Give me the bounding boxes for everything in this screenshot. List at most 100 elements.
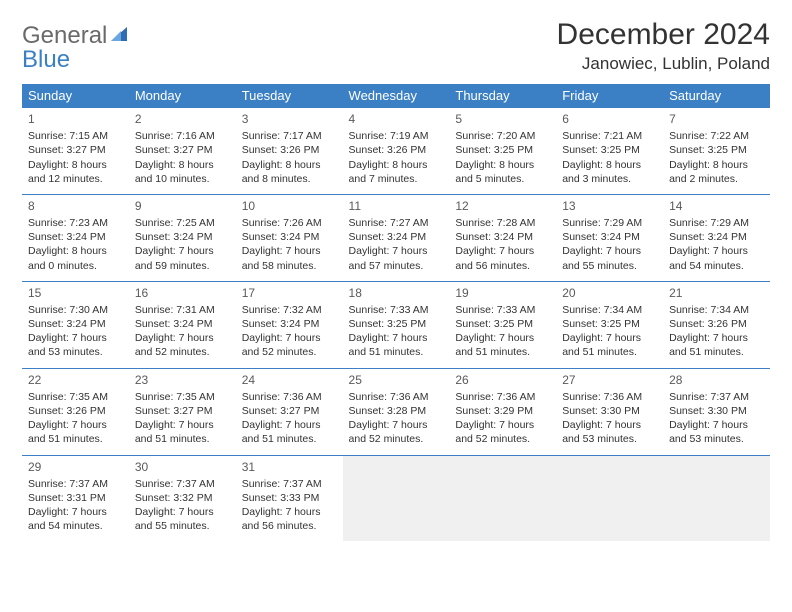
sunset-line: Sunset: 3:27 PM [28,143,123,157]
daylight-line: Daylight: 8 hours and 7 minutes. [349,158,444,186]
sunset-line: Sunset: 3:24 PM [242,230,337,244]
daylight-line: Daylight: 7 hours and 54 minutes. [28,505,123,533]
sunrise-line: Sunrise: 7:37 AM [242,477,337,491]
calendar-day-cell: 2Sunrise: 7:16 AMSunset: 3:27 PMDaylight… [129,108,236,195]
sunrise-line: Sunrise: 7:34 AM [562,303,657,317]
sunrise-line: Sunrise: 7:29 AM [669,216,764,230]
calendar-day-cell: 18Sunrise: 7:33 AMSunset: 3:25 PMDayligh… [343,281,450,368]
sunset-line: Sunset: 3:28 PM [349,404,444,418]
sunset-line: Sunset: 3:24 PM [242,317,337,331]
day-number: 30 [135,459,230,475]
sunrise-line: Sunrise: 7:21 AM [562,129,657,143]
calendar-day-cell: 19Sunrise: 7:33 AMSunset: 3:25 PMDayligh… [449,281,556,368]
sunset-line: Sunset: 3:27 PM [135,143,230,157]
sunset-line: Sunset: 3:25 PM [562,317,657,331]
sunrise-line: Sunrise: 7:23 AM [28,216,123,230]
sunset-line: Sunset: 3:26 PM [669,317,764,331]
sunset-line: Sunset: 3:25 PM [562,143,657,157]
calendar-week-row: 8Sunrise: 7:23 AMSunset: 3:24 PMDaylight… [22,194,770,281]
sunset-line: Sunset: 3:24 PM [562,230,657,244]
daylight-line: Daylight: 7 hours and 51 minutes. [669,331,764,359]
sunset-line: Sunset: 3:24 PM [349,230,444,244]
calendar-week-row: 22Sunrise: 7:35 AMSunset: 3:26 PMDayligh… [22,368,770,455]
daylight-line: Daylight: 8 hours and 8 minutes. [242,158,337,186]
location-label: Janowiec, Lublin, Poland [557,54,770,74]
daylight-line: Daylight: 7 hours and 57 minutes. [349,244,444,272]
daylight-line: Daylight: 7 hours and 51 minutes. [242,418,337,446]
sunrise-line: Sunrise: 7:20 AM [455,129,550,143]
sunset-line: Sunset: 3:26 PM [28,404,123,418]
day-number: 23 [135,372,230,388]
calendar-day-cell: 10Sunrise: 7:26 AMSunset: 3:24 PMDayligh… [236,194,343,281]
day-number: 14 [669,198,764,214]
calendar-day-cell: 30Sunrise: 7:37 AMSunset: 3:32 PMDayligh… [129,455,236,541]
sunset-line: Sunset: 3:25 PM [455,143,550,157]
calendar-table: SundayMondayTuesdayWednesdayThursdayFrid… [22,84,770,541]
day-number: 27 [562,372,657,388]
day-number: 4 [349,111,444,127]
daylight-line: Daylight: 8 hours and 10 minutes. [135,158,230,186]
sunrise-line: Sunrise: 7:27 AM [349,216,444,230]
daylight-line: Daylight: 7 hours and 53 minutes. [562,418,657,446]
daylight-line: Daylight: 7 hours and 51 minutes. [562,331,657,359]
calendar-day-cell: 5Sunrise: 7:20 AMSunset: 3:25 PMDaylight… [449,108,556,195]
calendar-day-cell [663,455,770,541]
calendar-body: 1Sunrise: 7:15 AMSunset: 3:27 PMDaylight… [22,108,770,542]
sunset-line: Sunset: 3:25 PM [349,317,444,331]
sunrise-line: Sunrise: 7:35 AM [135,390,230,404]
day-number: 20 [562,285,657,301]
calendar-day-cell: 25Sunrise: 7:36 AMSunset: 3:28 PMDayligh… [343,368,450,455]
sunrise-line: Sunrise: 7:22 AM [669,129,764,143]
calendar-day-cell: 9Sunrise: 7:25 AMSunset: 3:24 PMDaylight… [129,194,236,281]
day-number: 18 [349,285,444,301]
daylight-line: Daylight: 7 hours and 52 minutes. [455,418,550,446]
calendar-day-cell: 4Sunrise: 7:19 AMSunset: 3:26 PMDaylight… [343,108,450,195]
sunrise-line: Sunrise: 7:36 AM [455,390,550,404]
calendar-day-cell: 27Sunrise: 7:36 AMSunset: 3:30 PMDayligh… [556,368,663,455]
sunrise-line: Sunrise: 7:33 AM [455,303,550,317]
header: General Blue December 2024 Janowiec, Lub… [22,18,770,74]
sunset-line: Sunset: 3:33 PM [242,491,337,505]
calendar-day-cell: 24Sunrise: 7:36 AMSunset: 3:27 PMDayligh… [236,368,343,455]
daylight-line: Daylight: 7 hours and 56 minutes. [242,505,337,533]
daylight-line: Daylight: 8 hours and 0 minutes. [28,244,123,272]
weekday-header: Thursday [449,84,556,108]
day-number: 7 [669,111,764,127]
calendar-day-cell: 15Sunrise: 7:30 AMSunset: 3:24 PMDayligh… [22,281,129,368]
daylight-line: Daylight: 7 hours and 53 minutes. [669,418,764,446]
calendar-day-cell [343,455,450,541]
sunrise-line: Sunrise: 7:32 AM [242,303,337,317]
daylight-line: Daylight: 7 hours and 55 minutes. [135,505,230,533]
daylight-line: Daylight: 8 hours and 2 minutes. [669,158,764,186]
day-number: 26 [455,372,550,388]
sunrise-line: Sunrise: 7:16 AM [135,129,230,143]
weekday-header: Wednesday [343,84,450,108]
day-number: 29 [28,459,123,475]
day-number: 17 [242,285,337,301]
calendar-day-cell: 12Sunrise: 7:28 AMSunset: 3:24 PMDayligh… [449,194,556,281]
sunset-line: Sunset: 3:29 PM [455,404,550,418]
sunset-line: Sunset: 3:24 PM [135,230,230,244]
day-number: 5 [455,111,550,127]
calendar-day-cell: 6Sunrise: 7:21 AMSunset: 3:25 PMDaylight… [556,108,663,195]
weekday-header-row: SundayMondayTuesdayWednesdayThursdayFrid… [22,84,770,108]
calendar-day-cell: 22Sunrise: 7:35 AMSunset: 3:26 PMDayligh… [22,368,129,455]
day-number: 12 [455,198,550,214]
daylight-line: Daylight: 7 hours and 51 minutes. [455,331,550,359]
sunrise-line: Sunrise: 7:19 AM [349,129,444,143]
sunrise-line: Sunrise: 7:26 AM [242,216,337,230]
sunset-line: Sunset: 3:27 PM [242,404,337,418]
calendar-day-cell: 31Sunrise: 7:37 AMSunset: 3:33 PMDayligh… [236,455,343,541]
day-number: 9 [135,198,230,214]
calendar-day-cell: 8Sunrise: 7:23 AMSunset: 3:24 PMDaylight… [22,194,129,281]
daylight-line: Daylight: 7 hours and 55 minutes. [562,244,657,272]
calendar-day-cell: 17Sunrise: 7:32 AMSunset: 3:24 PMDayligh… [236,281,343,368]
daylight-line: Daylight: 7 hours and 51 minutes. [135,418,230,446]
daylight-line: Daylight: 7 hours and 54 minutes. [669,244,764,272]
day-number: 28 [669,372,764,388]
daylight-line: Daylight: 7 hours and 56 minutes. [455,244,550,272]
calendar-day-cell [556,455,663,541]
daylight-line: Daylight: 7 hours and 59 minutes. [135,244,230,272]
sunset-line: Sunset: 3:31 PM [28,491,123,505]
calendar-day-cell: 1Sunrise: 7:15 AMSunset: 3:27 PMDaylight… [22,108,129,195]
